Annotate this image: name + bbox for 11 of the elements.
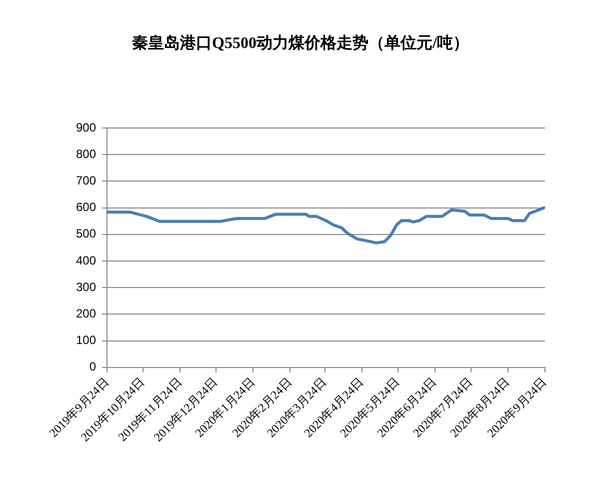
chart-title: 秦皇岛港口Q5500动力煤价格走势（单位元/吨） xyxy=(131,33,470,54)
y-tick-label: 200 xyxy=(76,306,96,321)
y-tick-label: 100 xyxy=(76,333,96,348)
y-tick-label: 400 xyxy=(76,253,96,268)
y-tick-label: 700 xyxy=(76,174,96,188)
y-tick-label: 300 xyxy=(76,280,96,294)
y-tick-label: 500 xyxy=(76,226,96,241)
y-tick-label: 600 xyxy=(76,200,96,214)
y-tick-label: 900 xyxy=(76,120,96,134)
y-tick-label: 0 xyxy=(89,360,96,374)
y-tick-label: 800 xyxy=(76,146,96,161)
